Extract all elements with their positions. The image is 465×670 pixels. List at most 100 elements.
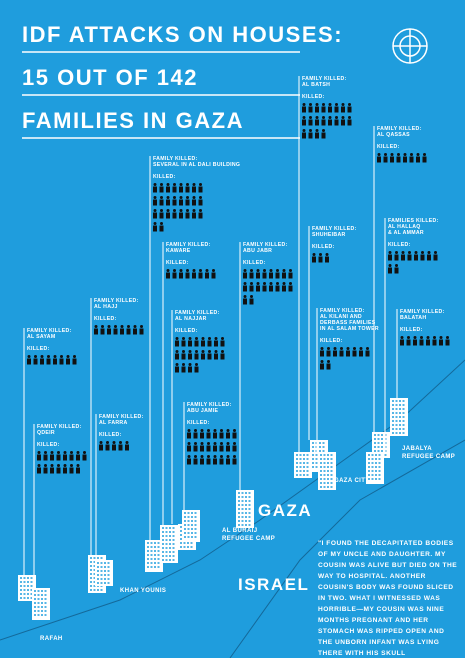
victim-body (175, 366, 179, 373)
victim-body (390, 156, 394, 163)
victim-body (321, 106, 326, 113)
victim-head (200, 455, 204, 458)
victim-head (192, 269, 196, 272)
victim-body (159, 186, 164, 193)
victim-body (166, 199, 170, 206)
victim-body (226, 445, 230, 452)
victim-body (192, 186, 196, 193)
victim-head (73, 355, 76, 358)
victim-head (173, 183, 176, 186)
victims (320, 347, 370, 370)
title-line: FAMILIES IN GAZA (22, 108, 244, 133)
victim-body (76, 454, 80, 461)
victim-body (433, 254, 438, 261)
victim-head (243, 282, 247, 285)
building (318, 452, 336, 490)
victim-head (322, 103, 325, 106)
victim-head (199, 183, 202, 186)
victim-head (315, 129, 319, 132)
victim-body (76, 467, 80, 474)
victim-body (179, 272, 183, 279)
place-label: RAFAH (40, 636, 63, 642)
victims (400, 336, 450, 346)
victim-body (56, 454, 61, 461)
victim-body (282, 285, 286, 292)
victim-head (127, 325, 130, 328)
victim-head (250, 282, 253, 285)
victim-head (173, 196, 176, 199)
building (182, 510, 200, 542)
victim-head (94, 325, 98, 328)
victim-body (179, 199, 183, 206)
victim-head (186, 183, 189, 186)
victim-body (416, 156, 420, 163)
victims (175, 337, 225, 373)
victim-head (53, 355, 57, 358)
place-label: REFUGEE CAMP (402, 454, 455, 460)
victim-head (208, 337, 211, 340)
family-label: FAMILIES KILLED: (388, 218, 439, 224)
victim-head (333, 347, 337, 350)
victim-head (289, 282, 292, 285)
victim-body (219, 445, 224, 452)
victim-body (288, 272, 293, 279)
victim-body (211, 272, 216, 279)
un-emblem (392, 28, 428, 64)
victim-body (139, 328, 144, 335)
victim-head (186, 196, 189, 199)
victim-head (192, 183, 196, 186)
victim-body (396, 156, 401, 163)
victim-body (94, 328, 98, 335)
family-label: FAMILY KILLED: (99, 414, 144, 420)
victims (388, 251, 438, 274)
victim-body (269, 285, 273, 292)
victim-head (213, 455, 217, 458)
building (236, 490, 254, 528)
victim-body (198, 212, 203, 219)
victim-body (107, 328, 111, 335)
family-name: ABU JAMIE (187, 408, 218, 414)
victim-body (172, 186, 177, 193)
victim-head (50, 451, 54, 454)
victim-body (249, 285, 254, 292)
victim-head (201, 350, 205, 353)
victim-head (289, 269, 292, 272)
victim-body (200, 458, 204, 465)
victim-head (57, 451, 60, 454)
victim-body (198, 199, 203, 206)
victims (187, 429, 237, 465)
victim-head (220, 429, 223, 432)
victim-head (179, 209, 183, 212)
victim-body (388, 267, 392, 274)
victim-head (388, 251, 392, 254)
victim-body (308, 132, 313, 139)
victim-body (377, 156, 381, 163)
victim-body (320, 363, 324, 370)
victim-head (101, 325, 104, 328)
victim-body (175, 353, 179, 360)
victim-body (185, 199, 190, 206)
victim-head (340, 347, 343, 350)
victims (377, 153, 427, 163)
victim-body (226, 458, 230, 465)
victim-body (188, 340, 192, 347)
border (229, 439, 465, 658)
victim-head (192, 209, 196, 212)
victim-head (47, 355, 50, 358)
victim-head (250, 295, 253, 298)
victim-body (187, 458, 191, 465)
victim-head (390, 153, 394, 156)
victim-body (188, 353, 192, 360)
victim-body (420, 254, 425, 261)
victim-head (446, 336, 449, 339)
victim-body (232, 432, 237, 439)
victim-head (423, 153, 426, 156)
victim-body (192, 272, 196, 279)
victim-body (63, 454, 67, 461)
victim-body (166, 272, 170, 279)
victim-head (395, 251, 398, 254)
victims (153, 183, 203, 232)
victim-body (347, 119, 352, 126)
victim-head (325, 253, 329, 256)
